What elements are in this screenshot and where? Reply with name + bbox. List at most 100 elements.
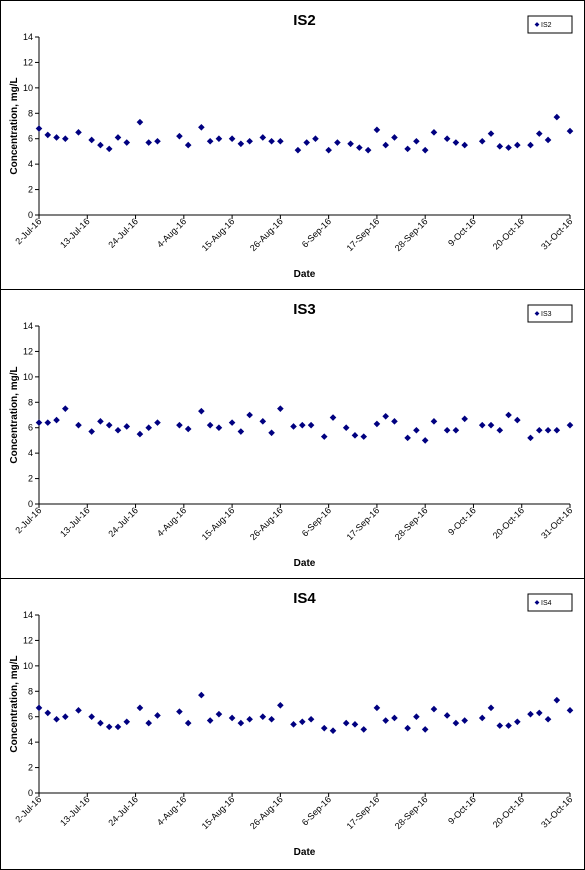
x-tick-label: 9-Oct-16 — [446, 216, 478, 248]
data-point — [206, 421, 214, 429]
y-tick-label: 2 — [28, 474, 33, 484]
data-point — [452, 719, 460, 727]
data-point — [114, 426, 122, 434]
data-point — [404, 434, 411, 442]
x-tick-label: 13-Jul-16 — [58, 216, 92, 250]
data-point — [342, 719, 350, 727]
x-tick-label: 9-Oct-16 — [446, 505, 478, 537]
data-point — [452, 139, 460, 146]
data-point — [373, 704, 381, 712]
data-point — [496, 722, 504, 729]
scatter-chart: IS2 Concentration, mg/L 0 2 4 6 8 10 12 14 2-Jul-1… — [9, 12, 574, 280]
data-point — [413, 137, 420, 145]
data-point — [360, 726, 368, 733]
x-tick-label: 9-Oct-16 — [446, 794, 478, 826]
y-axis-label: Concentration, mg/L — [9, 655, 20, 752]
data-point — [404, 145, 411, 153]
data-point — [246, 715, 253, 723]
data-point — [277, 137, 284, 145]
data-point — [97, 719, 104, 727]
data-point — [215, 424, 223, 432]
data-point — [228, 714, 236, 722]
data-point — [44, 709, 52, 717]
data-point — [496, 143, 504, 150]
data-point — [259, 713, 267, 721]
data-point — [44, 131, 52, 139]
x-tick-label: 20-Oct-16 — [491, 794, 526, 829]
data-point — [97, 141, 104, 149]
y-tick-label: 14 — [23, 321, 33, 331]
legend-box — [527, 593, 573, 612]
data-point — [391, 418, 398, 425]
data-point — [184, 719, 192, 727]
data-point — [237, 428, 245, 435]
data-point — [206, 717, 214, 724]
data-point — [505, 144, 512, 151]
data-point — [544, 426, 552, 434]
data-point — [320, 724, 328, 732]
y-tick-label: 14 — [23, 610, 33, 620]
x-tick-label: 17-Sep-16 — [345, 216, 382, 253]
x-tick-label: 28-Sep-16 — [393, 505, 430, 542]
data-point — [154, 712, 161, 719]
data-point — [35, 125, 43, 132]
data-point — [461, 141, 468, 149]
x-tick-label: 24-Jul-16 — [106, 505, 140, 539]
data-point — [268, 137, 275, 145]
y-tick-label: 0 — [28, 499, 33, 509]
data-point — [44, 419, 52, 426]
chart-panel-is3: IS3 Concentration, mg/L 0 2 4 6 8 10 12 14 2-Jul-1… — [0, 289, 585, 579]
scatter-chart: IS3 Concentration, mg/L 0 2 4 6 8 10 12 14 2-Jul-1… — [9, 301, 574, 569]
legend-marker — [534, 22, 540, 27]
y-tick-label: 10 — [23, 372, 33, 382]
data-point — [514, 718, 521, 726]
data-point — [75, 129, 82, 136]
data-point — [123, 423, 131, 430]
x-tick-label: 20-Oct-16 — [491, 216, 526, 251]
data-point — [136, 704, 144, 712]
data-point — [299, 421, 306, 429]
data-point — [294, 146, 302, 154]
data-point — [360, 433, 368, 440]
data-point — [443, 135, 451, 143]
y-tick-label: 2 — [28, 185, 33, 195]
data-point — [527, 710, 534, 718]
data-point — [421, 146, 429, 154]
data-point — [145, 424, 153, 432]
data-point — [198, 691, 205, 699]
data-point — [259, 418, 267, 425]
x-tick-label: 26-Aug-16 — [248, 505, 285, 542]
data-point — [553, 113, 561, 121]
x-tick-label: 24-Jul-16 — [106, 216, 140, 250]
x-tick-label: 26-Aug-16 — [248, 216, 285, 253]
data-point — [527, 141, 534, 149]
y-tick-label: 0 — [28, 788, 33, 798]
data-point — [198, 407, 205, 415]
data-point — [487, 421, 495, 429]
data-point — [307, 421, 315, 429]
y-tick-label: 12 — [23, 346, 33, 356]
data-point — [413, 426, 420, 434]
data-point — [35, 419, 43, 426]
data-point — [443, 712, 451, 719]
data-point — [478, 714, 486, 722]
x-tick-label: 2-Jul-16 — [13, 794, 43, 824]
data-point — [553, 696, 561, 704]
data-point — [237, 140, 245, 148]
y-tick-label: 6 — [28, 423, 33, 433]
legend-label: IS4 — [541, 600, 552, 607]
data-point — [154, 419, 161, 426]
data-point — [496, 426, 504, 434]
data-point — [75, 421, 82, 429]
x-tick-label: 28-Sep-16 — [393, 216, 430, 253]
data-point — [176, 708, 183, 715]
data-point — [154, 137, 161, 145]
data-point — [566, 421, 574, 429]
data-point — [312, 135, 319, 143]
chart-title: IS2 — [293, 12, 316, 29]
data-point — [97, 418, 104, 425]
data-point — [303, 139, 310, 146]
x-tick-label: 2-Jul-16 — [13, 216, 43, 246]
y-tick-label: 8 — [28, 108, 33, 118]
data-point — [184, 141, 192, 149]
